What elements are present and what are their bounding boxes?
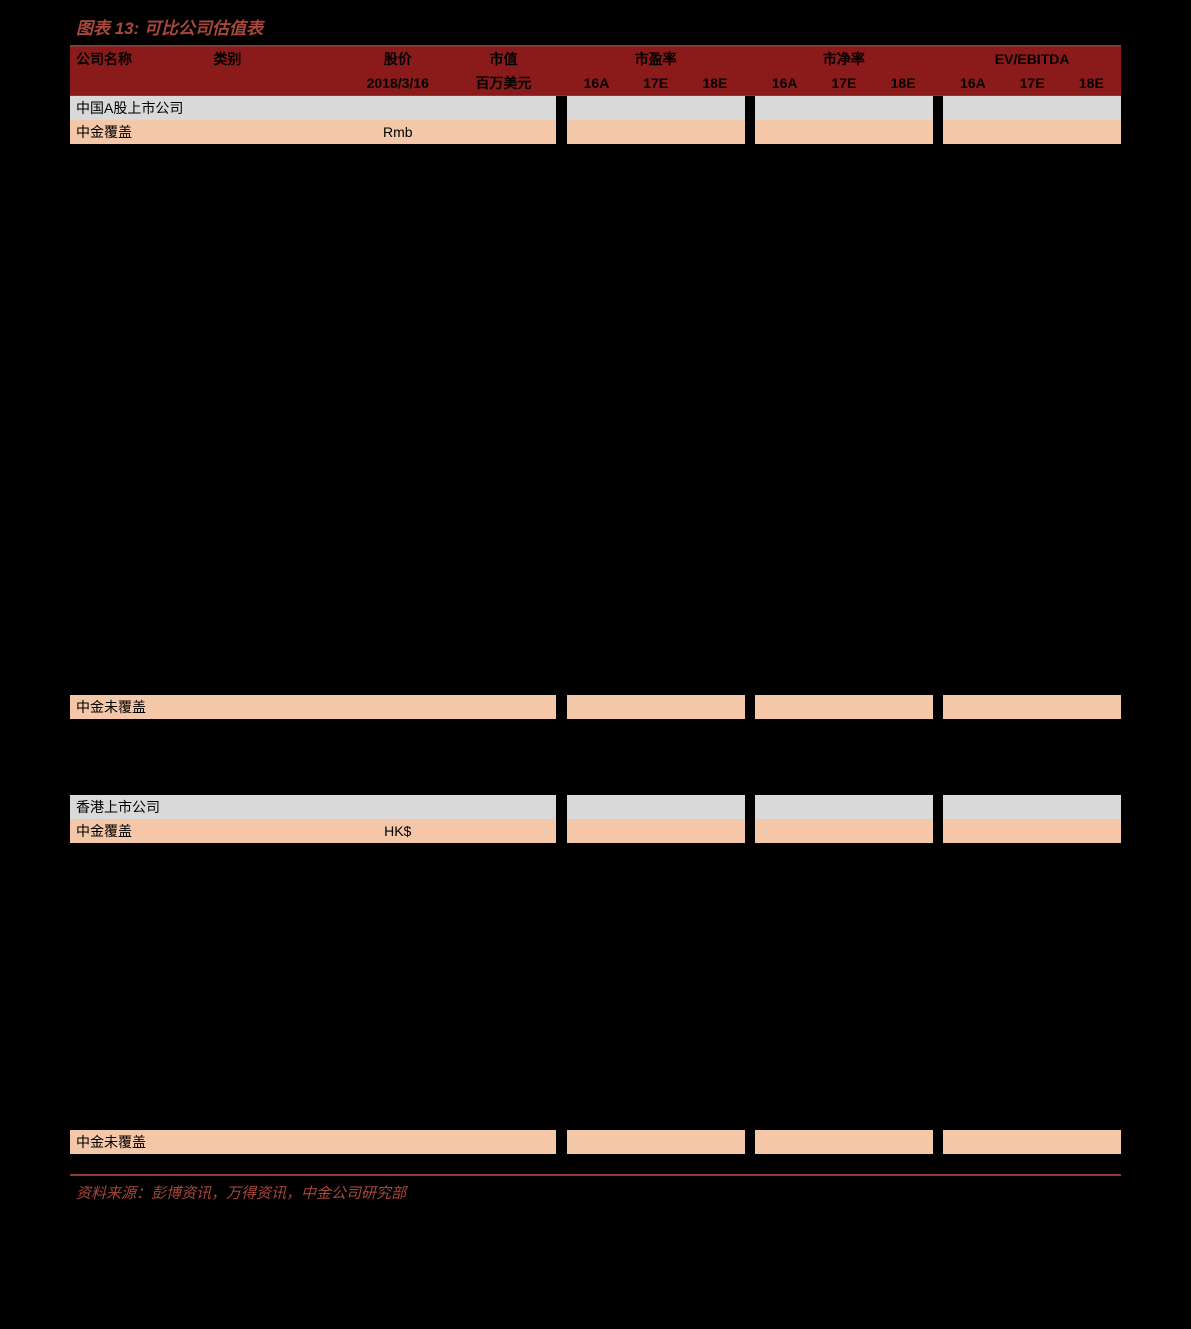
table-row bbox=[70, 505, 1121, 524]
hdr-price-date: 2018/3/16 bbox=[345, 71, 451, 96]
table-row bbox=[70, 448, 1121, 467]
table-row bbox=[70, 900, 1121, 919]
section-label: 中金未覆盖 bbox=[70, 1130, 345, 1154]
table-row bbox=[70, 957, 1121, 976]
table-row bbox=[70, 467, 1121, 486]
table-caption: 图表 13: 可比公司估值表 bbox=[70, 10, 1121, 45]
table-row bbox=[70, 372, 1121, 391]
table-row bbox=[70, 862, 1121, 881]
table-row bbox=[70, 676, 1121, 695]
header-row-2: 2018/3/16 百万美元 16A 17E 18E 16A 17E 18E 1… bbox=[70, 71, 1121, 96]
coverage-header: 中金覆盖HK$ bbox=[70, 819, 1121, 843]
table-row bbox=[70, 239, 1121, 258]
table-row bbox=[70, 144, 1121, 163]
hdr-price: 股价 bbox=[345, 46, 451, 71]
hdr-mcap: 市值 bbox=[451, 46, 557, 71]
hdr-company: 公司名称 bbox=[70, 46, 207, 71]
table-row bbox=[70, 881, 1121, 900]
table-row bbox=[70, 938, 1121, 957]
table-row bbox=[70, 1033, 1121, 1052]
section-header: 香港上市公司 bbox=[70, 795, 1121, 819]
section-label: 中金未覆盖 bbox=[70, 695, 345, 719]
table-row bbox=[70, 562, 1121, 581]
table-row bbox=[70, 757, 1121, 776]
table-row bbox=[70, 638, 1121, 657]
table-row bbox=[70, 738, 1121, 757]
table-row bbox=[70, 919, 1121, 938]
section-label: 中金覆盖 bbox=[70, 120, 345, 144]
coverage-header: 中金未覆盖 bbox=[70, 695, 1121, 719]
table-row bbox=[70, 182, 1121, 201]
source-note: 资料来源：彭博资讯，万得资讯，中金公司研究部 bbox=[70, 1176, 1121, 1203]
table-row bbox=[70, 1052, 1121, 1071]
table-row bbox=[70, 776, 1121, 795]
section-label: 中国A股上市公司 bbox=[70, 96, 345, 121]
table-row bbox=[70, 391, 1121, 410]
hdr-pe: 市盈率 bbox=[567, 46, 745, 71]
valuation-table: 公司名称 类别 股价 市值 市盈率 市净率 EV/EBITDA 2018/3/1… bbox=[70, 45, 1121, 1176]
table-row bbox=[70, 201, 1121, 220]
table-row bbox=[70, 1071, 1121, 1090]
table-row bbox=[70, 258, 1121, 277]
table-row bbox=[70, 429, 1121, 448]
table-row: 0.80.6n.a.3.02.8n.a. bbox=[70, 1154, 1121, 1175]
table-row bbox=[70, 334, 1121, 353]
table-row bbox=[70, 163, 1121, 182]
table-row bbox=[70, 600, 1121, 619]
coverage-header: 中金未覆盖 bbox=[70, 1130, 1121, 1154]
table-body: 中国A股上市公司中金覆盖Rmb中金未覆盖香港上市公司中金覆盖HK$9.24.94… bbox=[70, 96, 1121, 1176]
table-row: 9.24.94.0 bbox=[70, 1090, 1121, 1110]
table-row bbox=[70, 410, 1121, 429]
section-label: 香港上市公司 bbox=[70, 795, 345, 819]
table-row bbox=[70, 315, 1121, 334]
section-label: 中金覆盖 bbox=[70, 819, 345, 843]
table-row bbox=[70, 1014, 1121, 1033]
section-header: 中国A股上市公司 bbox=[70, 96, 1121, 121]
table-row bbox=[70, 524, 1121, 543]
table-row: 5.33.32.8 bbox=[70, 1110, 1121, 1130]
table-row bbox=[70, 353, 1121, 372]
table-row bbox=[70, 719, 1121, 738]
table-row bbox=[70, 995, 1121, 1014]
table-row bbox=[70, 277, 1121, 296]
hdr-pb: 市净率 bbox=[755, 46, 933, 71]
table-row bbox=[70, 220, 1121, 239]
table-row bbox=[70, 296, 1121, 315]
table-row bbox=[70, 581, 1121, 600]
table-row bbox=[70, 976, 1121, 995]
table-row bbox=[70, 486, 1121, 505]
hdr-category: 类别 bbox=[207, 46, 344, 71]
table-row bbox=[70, 619, 1121, 638]
hdr-mcap-unit: 百万美元 bbox=[451, 71, 557, 96]
hdr-ev: EV/EBITDA bbox=[943, 46, 1121, 71]
page: 图表 13: 可比公司估值表 公司名称 类别 股价 市值 市盈率 市净率 EV/… bbox=[0, 0, 1191, 1329]
table-row bbox=[70, 843, 1121, 862]
table-row bbox=[70, 543, 1121, 562]
table-row bbox=[70, 657, 1121, 676]
header-row-1: 公司名称 类别 股价 市值 市盈率 市净率 EV/EBITDA bbox=[70, 46, 1121, 71]
coverage-header: 中金覆盖Rmb bbox=[70, 120, 1121, 144]
